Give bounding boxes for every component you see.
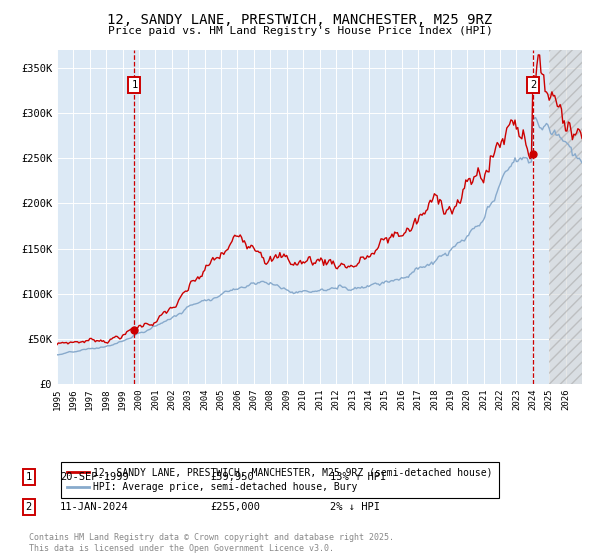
Text: 13% ↑ HPI: 13% ↑ HPI <box>330 472 386 482</box>
Text: 1: 1 <box>131 81 137 90</box>
Text: 2: 2 <box>26 502 32 512</box>
Text: Price paid vs. HM Land Registry's House Price Index (HPI): Price paid vs. HM Land Registry's House … <box>107 26 493 36</box>
Text: Contains HM Land Registry data © Crown copyright and database right 2025.
This d: Contains HM Land Registry data © Crown c… <box>29 534 394 553</box>
Text: 1: 1 <box>26 472 32 482</box>
Bar <box>549 50 582 384</box>
Text: 2: 2 <box>530 81 536 90</box>
Text: 2% ↓ HPI: 2% ↓ HPI <box>330 502 380 512</box>
Text: £59,950: £59,950 <box>210 472 254 482</box>
Legend: 12, SANDY LANE, PRESTWICH, MANCHESTER, M25 9RZ (semi-detached house), HPI: Avera: 12, SANDY LANE, PRESTWICH, MANCHESTER, M… <box>61 462 499 498</box>
Text: 12, SANDY LANE, PRESTWICH, MANCHESTER, M25 9RZ: 12, SANDY LANE, PRESTWICH, MANCHESTER, M… <box>107 13 493 27</box>
Text: £255,000: £255,000 <box>210 502 260 512</box>
Text: 20-SEP-1999: 20-SEP-1999 <box>60 472 129 482</box>
Text: 11-JAN-2024: 11-JAN-2024 <box>60 502 129 512</box>
